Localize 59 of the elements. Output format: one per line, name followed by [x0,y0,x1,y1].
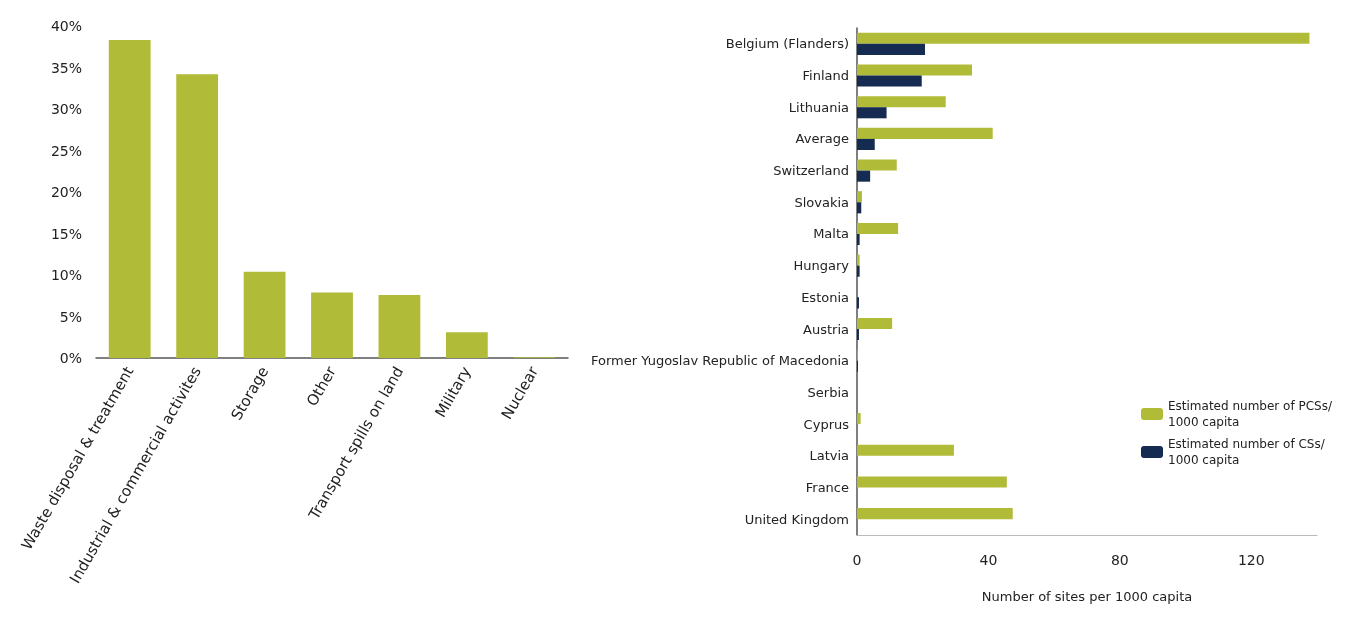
legend-label: Estimated number of PCSs/ 1000 capita [1168,399,1336,429]
bar [311,292,353,358]
y-tick-label: 10% [50,267,82,283]
y-tick-label: Finland [802,68,849,84]
bar [857,508,1013,520]
y-tick-label: United Kingdom [744,511,849,527]
bar [857,476,1007,488]
x-tick-label: 80 [1110,552,1129,568]
bar [857,222,899,234]
y-tick-label: 20% [50,184,82,200]
bar [857,191,862,203]
y-tick-label: Estonia [801,289,849,305]
bar [857,317,893,330]
y-tick-label: 15% [50,225,82,242]
y-tick-label: Austria [803,321,849,337]
y-tick-label: Serbia [807,384,849,400]
y-tick-label: 40% [50,18,82,34]
y-tick-label: Latvia [809,448,849,464]
bar [857,75,922,87]
y-tick-label: 25% [50,142,82,159]
y-tick-label: 5% [59,308,82,325]
bar [378,294,421,358]
y-tick-label: Cyprus [803,416,850,432]
bar [857,202,862,214]
bar [445,332,488,358]
bar [857,138,875,150]
bar [243,271,286,358]
bar [857,265,860,277]
x-axis-title: Number of sites per 1000 capita [981,589,1193,604]
legend-label: Estimated number of CSs/ 1000 capita [1168,437,1329,467]
bar [857,444,954,456]
x-tick-label: 40 [979,552,998,568]
bar [857,32,1310,44]
bar [857,127,993,139]
y-tick-label: 35% [50,59,82,76]
bar [857,170,871,182]
y-tick-label: Average [795,131,849,147]
y-tick-label: Former Yugoslav Republic of Macedonia [590,353,849,369]
x-tick-label: 0 [852,552,862,568]
bar [108,40,151,358]
x-tick-label: 120 [1237,552,1265,568]
bar [857,254,860,266]
y-tick-label: Lithuania [788,99,849,115]
bar [176,74,219,358]
bar [857,107,887,119]
bar [857,233,860,246]
y-tick-label: Slovakia [794,194,849,210]
y-tick-label: 0% [59,350,82,366]
y-tick-label: Malta [813,226,849,242]
y-tick-label: Hungary [793,258,850,274]
bar [857,64,972,76]
y-tick-label: Belgium (Flanders) [725,36,849,52]
bar [857,43,926,55]
bar [857,159,897,171]
y-tick-label: 30% [50,101,82,117]
bar [857,96,946,108]
bar [857,413,861,425]
y-tick-label: Switzerland [773,163,849,179]
y-tick-label: France [805,479,849,495]
